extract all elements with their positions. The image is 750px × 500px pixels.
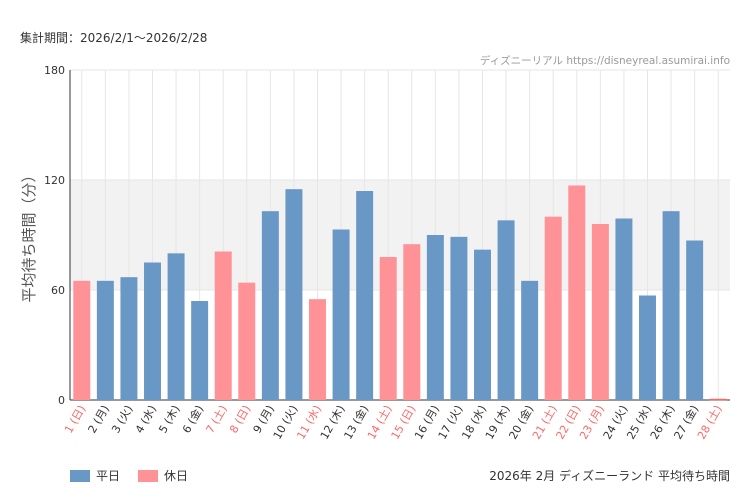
- bar-day-10: [285, 189, 303, 400]
- x-tick-label: 3 (火): [109, 403, 135, 436]
- bar-day-3: [120, 277, 138, 400]
- legend-label-holiday: 休日: [164, 469, 189, 483]
- x-tick-label: 5 (木): [156, 403, 182, 436]
- x-tick-label: 6 (金): [179, 403, 206, 436]
- legend-item-weekday[interactable]: 平日: [70, 467, 120, 484]
- bar-day-9: [261, 211, 279, 400]
- bar-day-18: [474, 249, 491, 400]
- bar-day-20: [521, 280, 539, 400]
- x-tick-label: 4 (水): [133, 403, 159, 436]
- bar-day-24: [615, 218, 633, 400]
- bar-day-15: [403, 244, 421, 400]
- bar-day-4: [144, 262, 161, 400]
- bar-day-5: [167, 253, 185, 400]
- x-tick-label: 2 (月): [86, 403, 112, 436]
- y-tick-label: 0: [58, 394, 65, 407]
- x-tick-label: 1 (日): [62, 403, 88, 436]
- bar-day-27: [686, 240, 704, 400]
- bar-day-8: [238, 282, 256, 400]
- x-tick-label: 8 (日): [227, 403, 253, 436]
- bar-day-12: [332, 229, 350, 400]
- bar-day-7: [214, 251, 232, 400]
- collection-period: 集計期間：2026/2/1〜2026/2/28: [20, 31, 208, 45]
- y-axis-title: 平均待ち時間（分）: [20, 167, 38, 302]
- bar-day-2: [96, 280, 114, 400]
- legend-swatch-holiday: [138, 469, 159, 482]
- y-tick-label: 60: [51, 284, 65, 297]
- legend-item-holiday[interactable]: 休日: [138, 467, 188, 484]
- bar-day-22: [568, 185, 586, 400]
- bar-day-19: [497, 220, 515, 400]
- bar-day-26: [662, 211, 680, 400]
- bar-day-21: [544, 216, 562, 400]
- bar-day-25: [639, 295, 656, 400]
- bar-day-6: [191, 301, 209, 400]
- y-tick-label: 180: [44, 64, 65, 77]
- bar-day-11: [309, 299, 326, 400]
- bar-day-16: [426, 235, 444, 400]
- bar-day-1: [73, 280, 91, 400]
- legend-label-weekday: 平日: [96, 469, 121, 483]
- bar-day-14: [379, 257, 397, 400]
- legend: 平日 休日: [70, 467, 206, 484]
- y-tick-label: 120: [44, 174, 65, 187]
- bar-day-17: [450, 236, 468, 400]
- source-credit: ディズニーリアル https://disneyreal.asumirai.inf…: [479, 55, 730, 67]
- chart-caption: 2026年 2月 ディズニーランド 平均待ち時間: [489, 469, 730, 483]
- bar-day-23: [591, 224, 609, 400]
- x-tick-label: 7 (土): [204, 403, 230, 436]
- legend-swatch-weekday: [70, 469, 90, 482]
- bar-day-13: [356, 191, 374, 400]
